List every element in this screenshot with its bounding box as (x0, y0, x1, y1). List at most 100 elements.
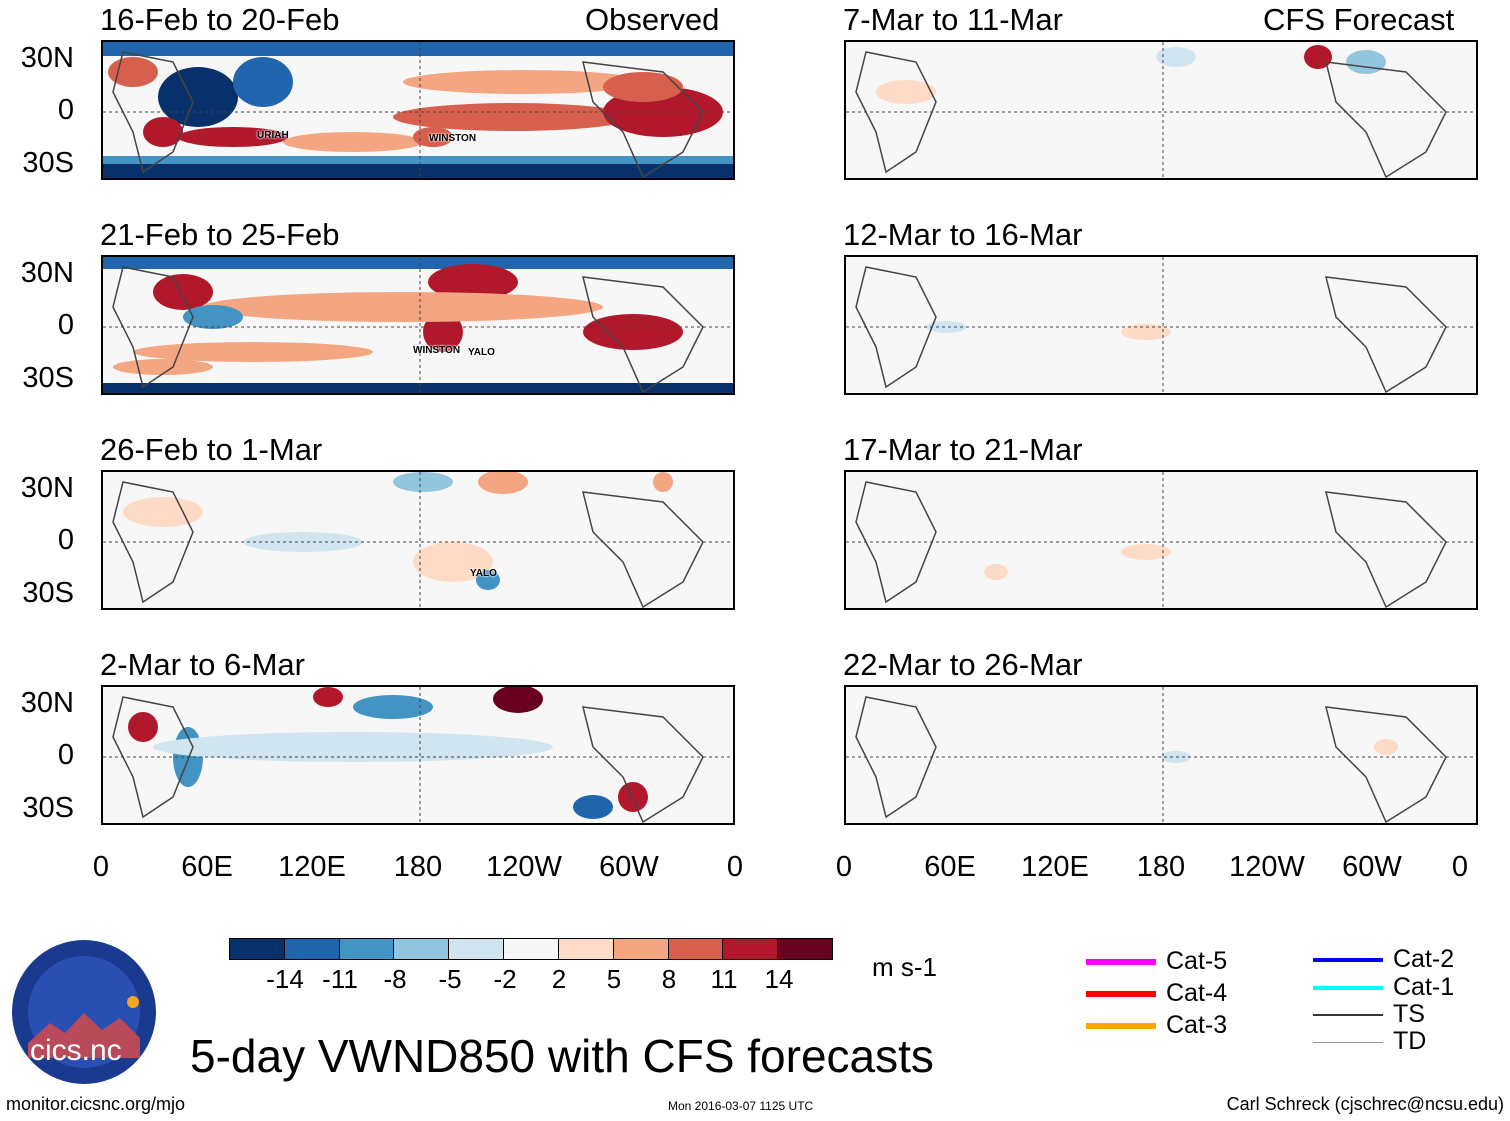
map-observed-3: YALO (101, 470, 735, 610)
lon-label: 180 (393, 851, 443, 883)
legend-label-cat-2: Cat-2 (1393, 945, 1455, 973)
map-forecast-4 (844, 685, 1478, 825)
colorbar (229, 938, 833, 960)
colorbar-swatch (778, 939, 832, 959)
legend-label-cat-3: Cat-3 (1166, 1011, 1228, 1039)
legend-label-cat-1: Cat-1 (1393, 973, 1455, 1001)
colorbar-label: 8 (661, 964, 677, 994)
storm-label-yalo: YALO (468, 347, 495, 358)
panel-period-title: 12-Mar to 16-Mar (843, 217, 1083, 252)
colorbar-swatch (613, 939, 669, 959)
colorbar-swatch (284, 939, 340, 959)
lat-label: 0 (57, 94, 74, 126)
colorbar-swatch (504, 939, 559, 959)
lon-label: 0 (835, 851, 853, 883)
storm-label-yalo: YALO (470, 568, 497, 579)
lat-label: 30S (22, 362, 74, 394)
lon-label: 60W (599, 851, 659, 883)
wind-anomaly-field (846, 687, 1476, 823)
wind-anomaly-field (103, 42, 733, 178)
colorbar-swatch (230, 939, 285, 959)
panel-period-title: 21-Feb to 25-Feb (100, 217, 340, 252)
lat-label: 30N (20, 687, 74, 719)
lat-label: 0 (57, 524, 74, 556)
lon-label: 120W (486, 851, 562, 883)
footer-timestamp: Mon 2016-03-07 1125 UTC (668, 1099, 814, 1113)
legend-line-ts (1313, 1014, 1383, 1016)
lon-label: 180 (1136, 851, 1186, 883)
legend-line-cat-3 (1086, 1023, 1156, 1029)
observed-label: Observed (585, 2, 720, 37)
logo-text: cics.nc (30, 1034, 122, 1067)
colorbar-label: 2 (551, 964, 567, 994)
panel-period-title: 26-Feb to 1-Mar (100, 432, 323, 467)
colorbar-swatch (394, 939, 450, 959)
map-observed-4 (101, 685, 735, 825)
lat-label: 30N (20, 472, 74, 504)
figure-title: 5-day VWND850 with CFS forecasts (190, 1030, 934, 1082)
colorbar-swatch (558, 939, 614, 959)
lon-label: 0 (92, 851, 110, 883)
lon-label: 60E (924, 851, 976, 883)
wind-anomaly-field (846, 257, 1476, 393)
lat-label: 30N (20, 257, 74, 289)
wind-anomaly-field (846, 42, 1476, 178)
footer-url: monitor.cicsnc.org/mjo (6, 1094, 186, 1114)
legend-label-ts: TS (1393, 1000, 1425, 1028)
cics-logo-graphic (12, 940, 156, 1084)
lon-label: 120E (1021, 851, 1089, 883)
legend-line-cat-4 (1086, 991, 1156, 997)
colorbar-swatch (339, 939, 395, 959)
colorbar-label: -14 (266, 964, 304, 994)
storm-label-uriah: URIAH (257, 130, 289, 141)
lon-label: 120W (1229, 851, 1305, 883)
legend-line-td (1313, 1041, 1383, 1043)
forecast-label: CFS Forecast (1263, 2, 1455, 37)
storm-label-winston: WINSTON (413, 345, 461, 356)
colorbar-label: -11 (322, 964, 358, 994)
map-observed-2: WINSTON YALO (101, 255, 735, 395)
wind-anomaly-field (103, 687, 733, 823)
footer-author: Carl Schreck (cjschrec@ncsu.edu) (1226, 1094, 1504, 1114)
map-forecast-3 (844, 470, 1478, 610)
lat-label: 30N (20, 42, 74, 74)
wind-anomaly-field (103, 257, 733, 393)
lon-label: 0 (1451, 851, 1469, 883)
lat-label: 30S (22, 147, 74, 179)
lon-label: 0 (726, 851, 744, 883)
colorbar-label: -8 (383, 964, 407, 994)
panel-period-title: 17-Mar to 21-Mar (843, 432, 1083, 467)
cics-logo: cics.nc (10, 938, 158, 1086)
wind-anomaly-field (103, 472, 733, 608)
colorbar-label: -5 (438, 964, 462, 994)
legend-label-cat-4: Cat-4 (1166, 979, 1228, 1007)
colorbar-units: m s-1 (872, 952, 937, 982)
panel-period-title: 7-Mar to 11-Mar (843, 2, 1063, 37)
colorbar-swatch (668, 939, 724, 959)
legend-line-cat-2 (1313, 958, 1383, 962)
lat-label: 0 (57, 309, 74, 341)
panel-period-title: 22-Mar to 26-Mar (843, 647, 1083, 682)
colorbar-label: 11 (710, 964, 738, 994)
legend-label-td: TD (1393, 1027, 1427, 1055)
colorbar-label: 14 (764, 964, 794, 994)
wind-anomaly-field (846, 472, 1476, 608)
panel-period-title: 2-Mar to 6-Mar (100, 647, 305, 682)
colorbar-label: 5 (606, 964, 622, 994)
legend-line-cat-1 (1313, 986, 1383, 990)
map-observed-1: URIAH WINSTON (101, 40, 735, 180)
lat-label: 0 (57, 739, 74, 771)
lon-label: 60W (1342, 851, 1402, 883)
storm-label-winston: WINSTON (429, 133, 477, 144)
lon-label: 60E (181, 851, 233, 883)
lat-label: 30S (22, 577, 74, 609)
colorbar-label: -2 (493, 964, 517, 994)
map-forecast-1 (844, 40, 1478, 180)
legend-label-cat-5: Cat-5 (1166, 947, 1228, 975)
panel-period-title: 16-Feb to 20-Feb (100, 2, 340, 37)
legend-line-cat-5 (1086, 959, 1156, 965)
colorbar-swatch (723, 939, 779, 959)
map-forecast-2 (844, 255, 1478, 395)
lat-label: 30S (22, 792, 74, 824)
lon-label: 120E (278, 851, 346, 883)
